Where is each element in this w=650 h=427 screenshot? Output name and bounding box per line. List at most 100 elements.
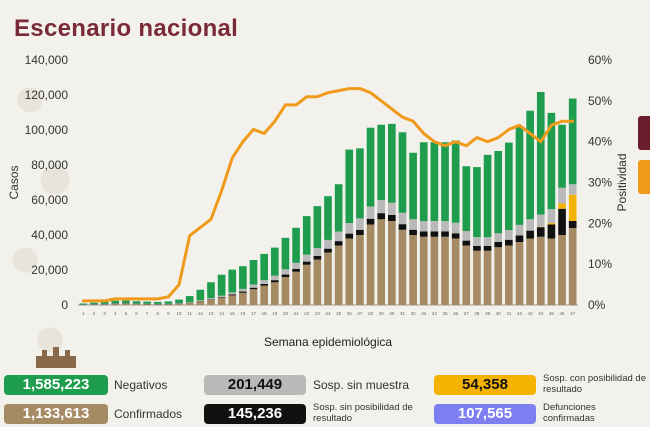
bar-segment bbox=[494, 247, 503, 305]
y-tick-label: 80,000 bbox=[31, 158, 68, 172]
x-tick-label: 2 bbox=[93, 311, 96, 316]
y-tick-label: 140,000 bbox=[25, 53, 69, 67]
bar-segment bbox=[345, 233, 354, 239]
bar-segment bbox=[281, 277, 290, 305]
bar-segment bbox=[451, 140, 460, 223]
x-tick-label: 20 bbox=[283, 311, 289, 316]
bar-segment bbox=[473, 245, 481, 251]
y-tick-label: 0 bbox=[61, 298, 68, 312]
sosp-sin-muestra-value: 201,449 bbox=[204, 375, 306, 395]
bar-segment bbox=[313, 248, 322, 257]
x-tick-label: 1 bbox=[82, 311, 85, 316]
bar-segment bbox=[409, 235, 417, 305]
x-tick-label: 44 bbox=[538, 311, 544, 316]
y2-tick-label: 0% bbox=[588, 298, 606, 312]
x-tick-label: 13 bbox=[208, 311, 214, 316]
bar-segment bbox=[260, 285, 268, 305]
y-tick-label: 40,000 bbox=[31, 228, 68, 242]
bar-segment bbox=[79, 303, 88, 305]
x-tick-label: 40 bbox=[496, 311, 502, 316]
x-tick-label: 21 bbox=[294, 311, 300, 316]
bar-segment bbox=[313, 259, 322, 305]
bar-segment bbox=[228, 295, 237, 306]
sosp-sin-posibilidad-label: Sosp. sin posibilidad de resultado bbox=[313, 402, 413, 424]
x-tick-label: 30 bbox=[389, 311, 395, 316]
confirmados-value: 1,133,613 bbox=[4, 404, 108, 424]
x-tick-label: 38 bbox=[474, 311, 480, 316]
x-tick-label: 19 bbox=[272, 311, 278, 316]
bar-segment bbox=[398, 132, 407, 213]
x-tick-label: 18 bbox=[262, 311, 268, 316]
x-tick-label: 9 bbox=[167, 311, 170, 316]
bar-segment bbox=[536, 236, 545, 305]
bar-segment bbox=[313, 206, 322, 249]
bar-segment bbox=[451, 222, 460, 234]
bar-segment bbox=[228, 269, 237, 293]
x-tick-label: 24 bbox=[325, 311, 331, 316]
bar-segment bbox=[302, 261, 311, 265]
bar-segment bbox=[547, 224, 556, 239]
bar-segment bbox=[228, 292, 237, 295]
bar-segment bbox=[462, 166, 471, 231]
bar-segment bbox=[334, 241, 343, 246]
bar-segment bbox=[441, 231, 449, 237]
bar-segment bbox=[90, 304, 98, 305]
bar-segment bbox=[292, 268, 300, 272]
bar-segment bbox=[302, 254, 311, 262]
bar-segment bbox=[356, 218, 364, 230]
x-tick-label: 3 bbox=[103, 311, 106, 316]
bar-segment bbox=[558, 187, 566, 204]
x-tick-label: 6 bbox=[135, 311, 138, 316]
x-axis-title: Semana epidemiológica bbox=[264, 335, 392, 349]
y-tick-label: 100,000 bbox=[25, 123, 69, 137]
x-tick-label: 29 bbox=[379, 311, 385, 316]
bar-segment bbox=[153, 301, 162, 304]
bar-segment bbox=[366, 206, 375, 219]
background-pattern bbox=[0, 40, 80, 370]
bar-segment bbox=[366, 127, 375, 207]
x-tick-label: 14 bbox=[219, 311, 225, 316]
bar-segment bbox=[505, 245, 513, 305]
bar-segment bbox=[568, 228, 577, 305]
bar-segment bbox=[536, 92, 545, 215]
y2-tick-label: 60% bbox=[588, 53, 612, 67]
bar-segment bbox=[505, 239, 513, 246]
bar-segment bbox=[90, 302, 98, 305]
bar-segment bbox=[473, 167, 481, 238]
bar-segment bbox=[483, 237, 492, 246]
page-title: Escenario nacional bbox=[14, 15, 239, 42]
x-tick-label: 11 bbox=[187, 311, 192, 316]
bar-segment bbox=[515, 224, 524, 236]
bar-segment bbox=[175, 303, 183, 305]
bar-segment bbox=[473, 250, 481, 305]
bar-segment bbox=[249, 287, 258, 290]
bar-segment bbox=[377, 124, 386, 200]
bar-segment bbox=[388, 202, 396, 215]
confirmados-label: Confirmados bbox=[114, 407, 183, 421]
bar-segment bbox=[207, 282, 215, 298]
sosp-con-posibilidad-value: 54,358 bbox=[434, 375, 536, 395]
bar-segment bbox=[196, 300, 205, 302]
legend-color-orange bbox=[638, 160, 650, 194]
bar-segment bbox=[388, 123, 396, 203]
bar-segment bbox=[228, 294, 237, 296]
negativos-value: 1,585,223 bbox=[4, 375, 108, 395]
bar-segment bbox=[366, 218, 375, 225]
bar-segment bbox=[196, 289, 205, 301]
bar-segment bbox=[398, 224, 407, 230]
bar-segment bbox=[419, 221, 428, 232]
bar-segment bbox=[164, 301, 173, 304]
bar-segment bbox=[430, 221, 439, 232]
bar-segment bbox=[207, 299, 215, 305]
x-tick-label: 28 bbox=[368, 311, 374, 316]
y-tick-label: 20,000 bbox=[31, 263, 68, 277]
bar-segment bbox=[515, 242, 524, 305]
bar-segment bbox=[441, 142, 449, 221]
bar-segment bbox=[185, 302, 194, 305]
bar-segment bbox=[334, 184, 343, 232]
x-tick-label: 43 bbox=[528, 311, 534, 316]
bar-segment bbox=[302, 216, 311, 255]
bar-segment bbox=[122, 303, 130, 305]
x-tick-label: 33 bbox=[421, 311, 427, 316]
defunciones-label: Defunciones confirmadas bbox=[543, 402, 596, 424]
